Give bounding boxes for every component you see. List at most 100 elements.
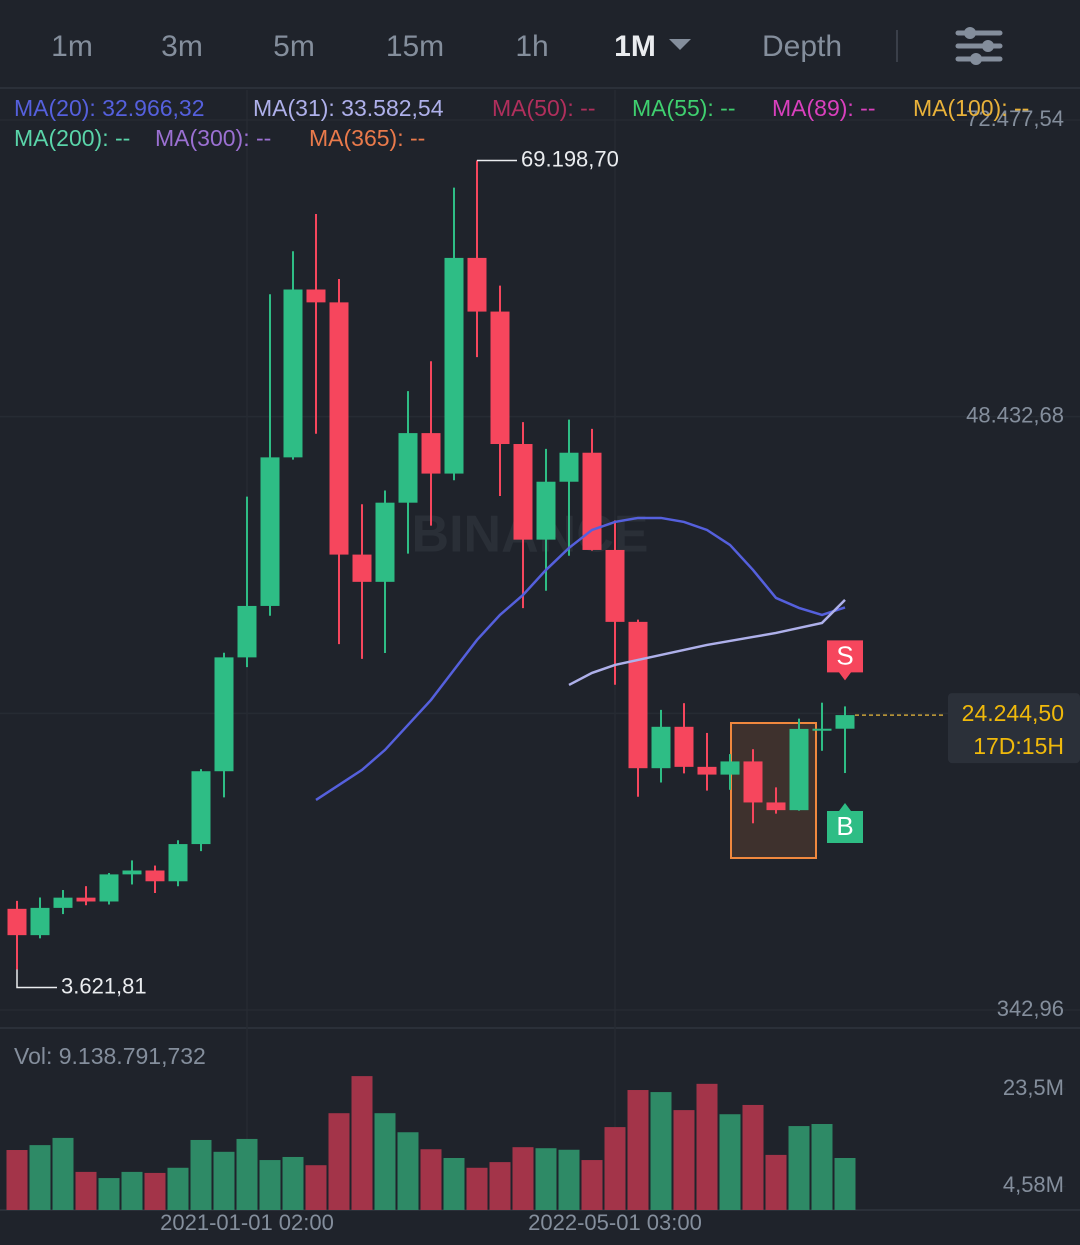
indicator-legend: MA(20): 32.966,32 [14, 95, 205, 121]
last-price-label: 24.244,50 [962, 700, 1064, 726]
timeframe-tab[interactable]: 1h [515, 30, 548, 63]
indicator-legend: MA(200): -- [14, 125, 130, 151]
volume-bar [512, 1147, 534, 1210]
candle-body [559, 452, 579, 482]
candle-body [812, 728, 832, 731]
candle-body [536, 481, 556, 540]
high-label: 69.198,70 [521, 146, 619, 171]
volume-bar [121, 1171, 143, 1210]
candle-body [651, 726, 671, 769]
candle-body [191, 771, 211, 845]
volume-bar [328, 1113, 350, 1210]
candle-body [582, 452, 602, 550]
volume-bar [351, 1076, 373, 1210]
candle-body [283, 289, 303, 458]
volume-bar [282, 1156, 304, 1210]
candle-body [513, 444, 533, 540]
candle-body [76, 897, 96, 902]
dropdown-caret [669, 39, 691, 50]
candle-body [329, 302, 349, 555]
volume-label: Vol: 9.138.791,732 [14, 1043, 206, 1069]
x-tick-label: 2021-01-01 02:00 [160, 1210, 334, 1235]
sell-signal: S [836, 640, 853, 670]
volume-bar [788, 1126, 810, 1210]
candle-body [398, 433, 418, 503]
indicator-legend: MA(300): -- [155, 125, 271, 151]
timeframe-tab[interactable]: Depth [762, 30, 842, 63]
volume-bar [558, 1149, 580, 1210]
volume-bar [29, 1145, 51, 1210]
buy-signal-bg [827, 803, 863, 844]
y-tick-label: 342,96 [997, 996, 1064, 1021]
volume-bar [834, 1157, 856, 1210]
candle-body [766, 802, 786, 811]
volume-bar [443, 1157, 465, 1210]
candle-body [260, 457, 280, 606]
timeframe-tab[interactable]: 1m [51, 30, 93, 63]
volume-bar [650, 1092, 672, 1210]
volume-bar [535, 1148, 557, 1210]
volume-bar [604, 1127, 626, 1210]
candle-body [490, 311, 510, 445]
indicator-legend: MA(55): -- [632, 95, 736, 121]
buy-signal: B [836, 811, 853, 841]
volume-bar [305, 1165, 327, 1210]
volume-tick-label: 23,5M [1003, 1075, 1064, 1100]
timeframe-tab[interactable]: 1M [614, 30, 656, 63]
icon-knob [982, 40, 994, 52]
timeframe-tab[interactable]: 3m [161, 30, 203, 63]
volume-bar [765, 1154, 787, 1210]
volume-bar [581, 1160, 603, 1210]
candle-body [306, 289, 326, 303]
volume-bar [696, 1083, 718, 1210]
low-marker-line [16, 969, 57, 989]
volume-bar [374, 1113, 396, 1210]
volume-bar [98, 1178, 120, 1210]
candle-body [237, 605, 257, 658]
candle-body [605, 549, 625, 622]
candle-body [789, 728, 809, 811]
volume-bar [75, 1171, 97, 1210]
candle-body [53, 897, 73, 908]
volume-bar [489, 1162, 511, 1210]
volume-bar [673, 1110, 695, 1210]
indicator-legend: MA(89): -- [772, 95, 876, 121]
candle-body [145, 870, 165, 882]
indicator-legend: MA(365): -- [309, 125, 425, 151]
candle-body [743, 761, 763, 803]
volume-bar [167, 1167, 189, 1210]
y-tick-label: 72.477,54 [966, 106, 1064, 131]
settings-icon[interactable] [955, 27, 1003, 65]
candle-body [444, 257, 464, 474]
timeframe-tab[interactable]: 15m [386, 30, 444, 63]
indicator-legend: MA(100): -- [913, 95, 1029, 121]
countdown-label: 17D:15H [973, 733, 1064, 759]
candle-body [697, 766, 717, 775]
last-price-box [948, 693, 1080, 764]
candle-body [835, 715, 855, 729]
candle-body [628, 621, 648, 769]
volume-bar [236, 1138, 258, 1210]
indicator-legend: MA(50): -- [492, 95, 596, 121]
volume-bar [397, 1132, 419, 1210]
candle-body [421, 433, 441, 474]
volume-bar [213, 1151, 235, 1210]
volume-bar [52, 1137, 74, 1210]
icon-knob [970, 53, 982, 65]
y-tick-label: 48.432,68 [966, 402, 1064, 427]
candle-body [99, 874, 119, 902]
x-tick-label: 2022-05-01 03:00 [528, 1210, 702, 1235]
volume-bar [627, 1090, 649, 1210]
timeframe-tab[interactable]: 5m [273, 30, 315, 63]
candle-body [168, 844, 188, 882]
candle-body [720, 761, 740, 775]
volume-bar [6, 1150, 28, 1210]
candle-body [122, 870, 142, 875]
indicator-legend: MA(31): 33.582,54 [253, 95, 444, 121]
volume-bar [466, 1167, 488, 1210]
candle-body [674, 726, 694, 767]
volume-bar [144, 1172, 166, 1210]
volume-bar [742, 1104, 764, 1210]
